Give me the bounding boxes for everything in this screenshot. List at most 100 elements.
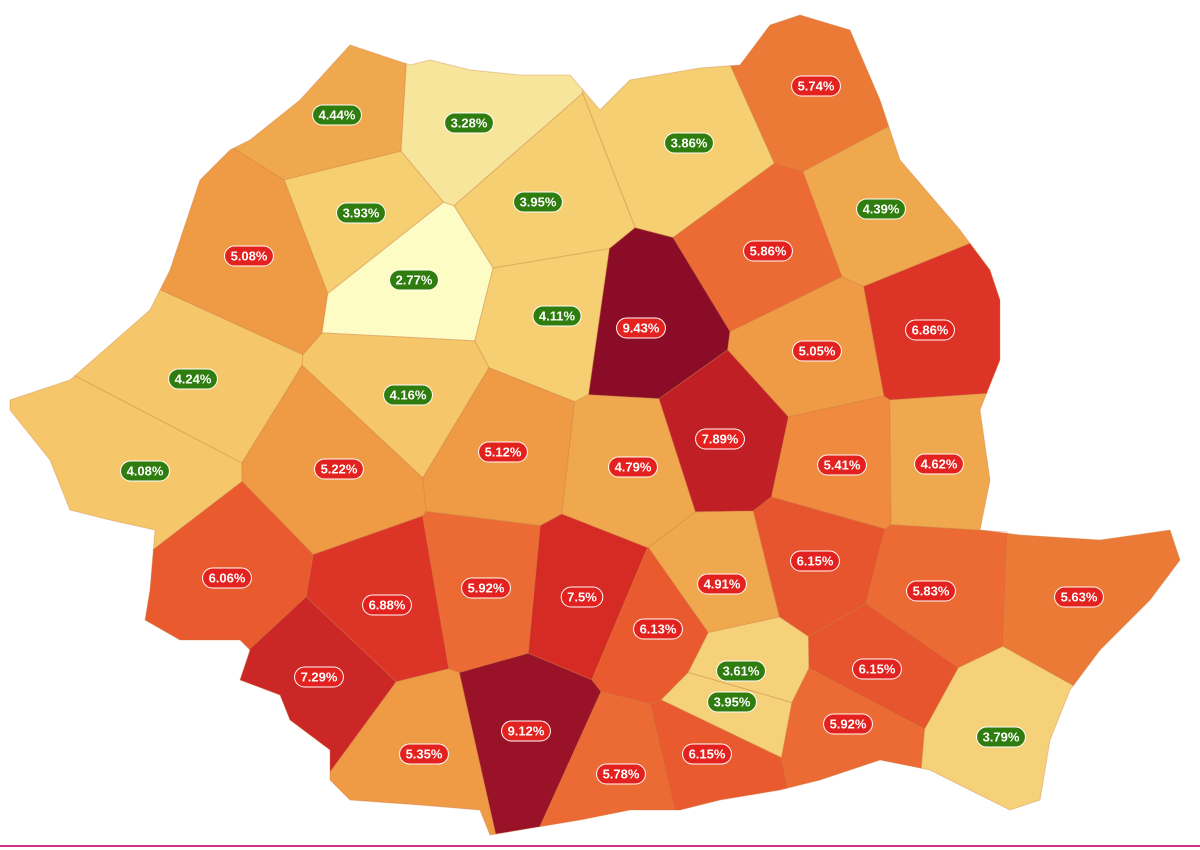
- region: [660, 671, 793, 759]
- region: [647, 510, 781, 634]
- region-label: 5.86%: [750, 243, 787, 258]
- region-badge: 4.91%: [697, 573, 747, 595]
- region-badge: 3.28%: [444, 112, 494, 134]
- region-label: 3.95%: [520, 194, 557, 209]
- badge-bg: [478, 441, 528, 463]
- region-badge: 3.86%: [664, 132, 714, 154]
- region-badge: 6.06%: [202, 567, 252, 589]
- region-label: 6.15%: [797, 553, 834, 568]
- badge-bg: [608, 456, 658, 478]
- region-label: 6.06%: [209, 570, 246, 585]
- region-badge: 3.79%: [976, 726, 1026, 748]
- badge-bg: [791, 75, 841, 97]
- region-label: 6.88%: [369, 597, 406, 612]
- badge-bg: [532, 305, 582, 327]
- badge-bg: [168, 368, 218, 390]
- labels: 4.44% 3.28% 3.86% 5.74% 3.93% 3.95% 4.39% 5.08%…: [120, 75, 1104, 785]
- region-badge: 5.12%: [478, 441, 528, 463]
- region-badge: 5.41%: [817, 454, 867, 476]
- badge-bg: [461, 577, 511, 599]
- region-badge: 3.95%: [513, 191, 563, 213]
- region-badge: 4.16%: [383, 384, 433, 406]
- region-badge: 5.78%: [596, 763, 646, 785]
- region-badge: 4.44%: [312, 104, 362, 126]
- region-label: 5.22%: [321, 461, 358, 476]
- badge-bg: [596, 763, 646, 785]
- region-label: 2.77%: [396, 272, 433, 287]
- badge-bg: [389, 269, 439, 291]
- region-badge: 4.08%: [120, 460, 170, 482]
- region: [588, 227, 731, 400]
- region-badge: 3.95%: [707, 691, 757, 713]
- badge-bg: [682, 743, 732, 765]
- region-label: 7.29%: [301, 669, 338, 684]
- badge-bg: [1054, 586, 1104, 608]
- region-badge: 4.11%: [532, 305, 582, 327]
- region-badge: 6.15%: [852, 658, 902, 680]
- region-badge: 3.93%: [336, 202, 386, 224]
- region-label: 4.11%: [539, 308, 576, 323]
- region-label: 3.93%: [343, 205, 380, 220]
- region-label: 6.86%: [912, 322, 949, 337]
- badge-bg: [513, 191, 563, 213]
- regions: [9, 14, 1181, 836]
- badge-bg: [312, 104, 362, 126]
- region-badge: 7.5%: [560, 586, 604, 608]
- badge-bg: [823, 713, 873, 735]
- region-badge: 5.74%: [791, 75, 841, 97]
- region-badge: 6.13%: [633, 618, 683, 640]
- region-label: 5.63%: [1061, 589, 1098, 604]
- region-label: 4.44%: [319, 107, 356, 122]
- region-badge: 5.08%: [224, 245, 274, 267]
- region-label: 4.08%: [127, 463, 164, 478]
- badge-bg: [664, 132, 714, 154]
- badge-bg: [616, 317, 666, 339]
- badge-bg: [444, 112, 494, 134]
- region-label: 6.13%: [640, 621, 677, 636]
- region: [1002, 529, 1181, 687]
- badge-bg: [905, 319, 955, 341]
- region-label: 3.61%: [723, 663, 760, 678]
- region-label: 5.78%: [603, 766, 640, 781]
- badge-bg: [120, 460, 170, 482]
- region-label: 6.15%: [689, 746, 726, 761]
- badge-bg: [633, 618, 683, 640]
- region-badge: 5.35%: [399, 743, 449, 765]
- badge-bg: [314, 458, 364, 480]
- region-badge: 9.43%: [616, 317, 666, 339]
- region-badge: 6.86%: [905, 319, 955, 341]
- region-label: 5.92%: [830, 716, 867, 731]
- badge-bg: [202, 567, 252, 589]
- region-label: 5.74%: [798, 78, 835, 93]
- region-badge: 5.86%: [743, 240, 793, 262]
- region-label: 4.62%: [921, 456, 958, 471]
- region-badge: 9.12%: [501, 720, 551, 742]
- region-badge: 6.15%: [790, 550, 840, 572]
- region-label: 4.39%: [863, 201, 900, 216]
- region-badge: 2.77%: [389, 269, 439, 291]
- region-badge: 5.92%: [461, 577, 511, 599]
- badge-bg: [399, 743, 449, 765]
- region-badge: 4.39%: [856, 198, 906, 220]
- region-badge: 4.24%: [168, 368, 218, 390]
- badge-bg: [976, 726, 1026, 748]
- badge-bg: [697, 573, 747, 595]
- region-badge: 6.15%: [682, 743, 732, 765]
- badge-bg: [336, 202, 386, 224]
- region-label: 5.08%: [231, 248, 268, 263]
- region-badge: 5.92%: [823, 713, 873, 735]
- badge-bg: [914, 453, 964, 475]
- badge-bg: [707, 691, 757, 713]
- badge-bg: [224, 245, 274, 267]
- region-label: 3.86%: [671, 135, 708, 150]
- region-label: 9.43%: [623, 320, 660, 335]
- region-label: 7.89%: [702, 431, 739, 446]
- badge-bg: [560, 586, 604, 608]
- region-label: 5.05%: [799, 343, 836, 358]
- badge-bg: [792, 340, 842, 362]
- region-label: 4.16%: [390, 387, 427, 402]
- badge-bg: [695, 428, 745, 450]
- region-label: 5.41%: [824, 457, 861, 472]
- region-badge: 5.83%: [906, 580, 956, 602]
